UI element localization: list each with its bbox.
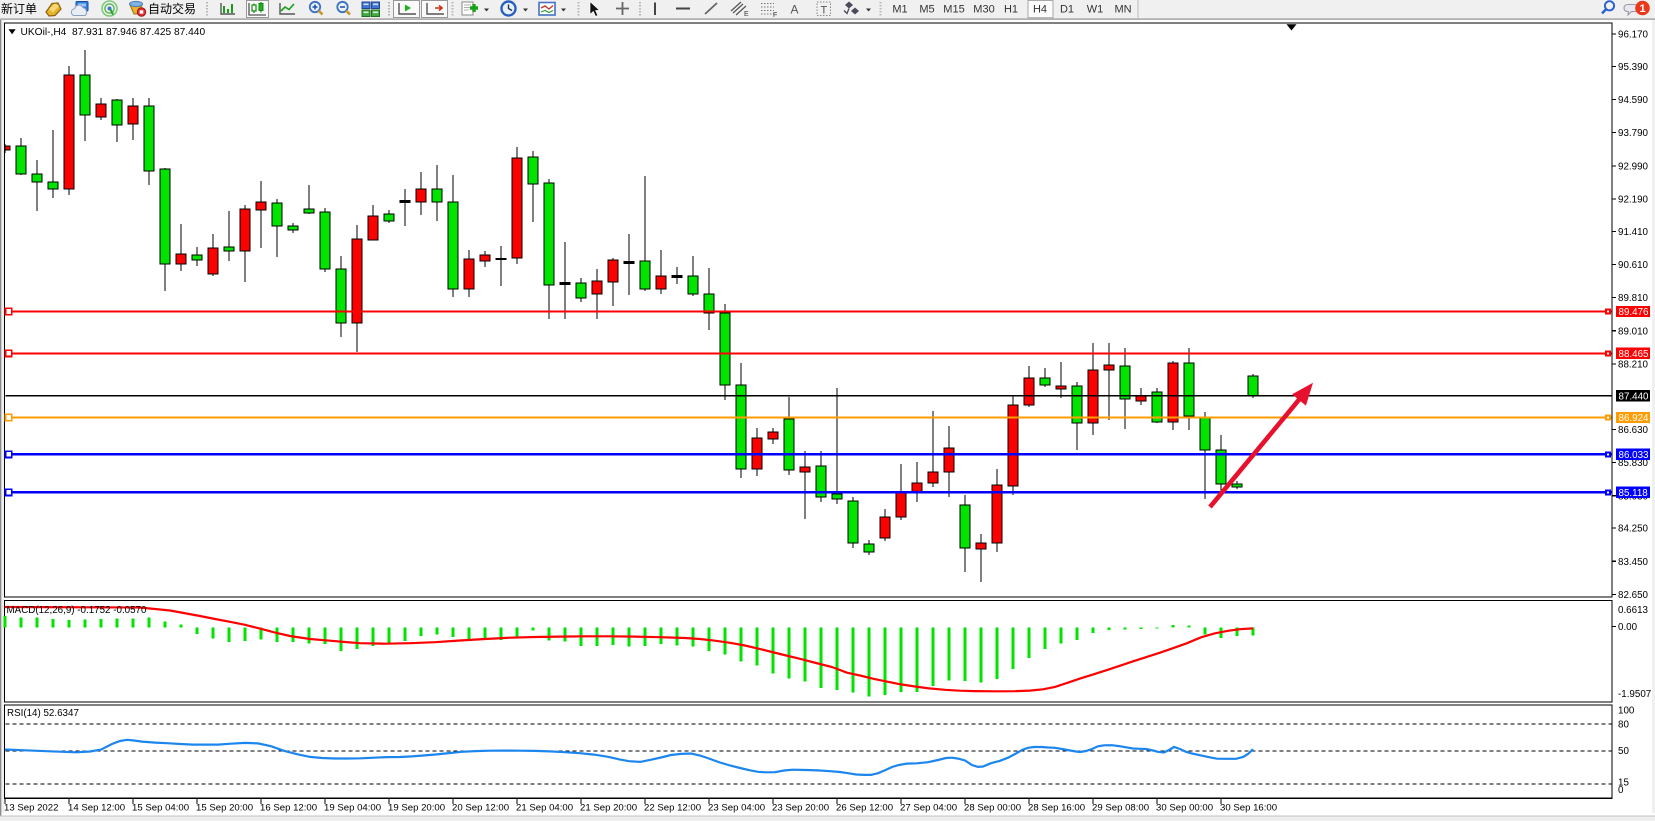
svg-text:23 Sep 04:00: 23 Sep 04:00 xyxy=(708,803,765,814)
svg-text:15 Sep 04:00: 15 Sep 04:00 xyxy=(132,803,189,814)
svg-text:自动交易: 自动交易 xyxy=(148,1,196,16)
svg-text:84.250: 84.250 xyxy=(1618,524,1649,535)
svg-text:E: E xyxy=(744,11,749,18)
svg-text:0.00: 0.00 xyxy=(1618,622,1638,633)
svg-text:100: 100 xyxy=(1618,706,1635,717)
svg-text:96.170: 96.170 xyxy=(1618,30,1649,41)
svg-text:M30: M30 xyxy=(973,4,994,16)
svg-text:85.118: 85.118 xyxy=(1619,488,1649,499)
svg-text:W1: W1 xyxy=(1087,4,1104,16)
svg-text:95.390: 95.390 xyxy=(1618,62,1649,73)
svg-text:13 Sep 2022: 13 Sep 2022 xyxy=(4,803,58,814)
svg-text:50: 50 xyxy=(1618,746,1629,757)
svg-text:28 Sep 16:00: 28 Sep 16:00 xyxy=(1028,803,1085,814)
svg-text:15: 15 xyxy=(1618,778,1629,789)
svg-text:88.210: 88.210 xyxy=(1618,360,1649,371)
svg-text:20 Sep 12:00: 20 Sep 12:00 xyxy=(452,803,509,814)
svg-text:21 Sep 20:00: 21 Sep 20:00 xyxy=(580,803,637,814)
svg-text:MACD(12,26,9) -0.1752 -0.0570: MACD(12,26,9) -0.1752 -0.0570 xyxy=(7,605,148,616)
svg-text:30 Sep 16:00: 30 Sep 16:00 xyxy=(1220,803,1277,814)
svg-text:19 Sep 04:00: 19 Sep 04:00 xyxy=(324,803,381,814)
svg-text:RSI(14) 52.6347: RSI(14) 52.6347 xyxy=(7,708,79,719)
svg-text:80: 80 xyxy=(1618,720,1629,731)
svg-text:87.440: 87.440 xyxy=(1619,392,1650,403)
svg-text:92.190: 92.190 xyxy=(1618,195,1649,206)
svg-text:M5: M5 xyxy=(919,4,934,16)
svg-text:90.610: 90.610 xyxy=(1618,260,1649,271)
svg-text:14 Sep 12:00: 14 Sep 12:00 xyxy=(68,803,125,814)
svg-text:新订单: 新订单 xyxy=(1,1,37,16)
svg-text:1: 1 xyxy=(1639,3,1645,15)
svg-text:22 Sep 12:00: 22 Sep 12:00 xyxy=(644,803,701,814)
svg-text:-1.9507: -1.9507 xyxy=(1618,689,1651,700)
svg-text:M15: M15 xyxy=(943,4,964,16)
svg-text:M1: M1 xyxy=(892,4,907,16)
svg-text:21 Sep 04:00: 21 Sep 04:00 xyxy=(516,803,573,814)
svg-text:A: A xyxy=(791,3,799,17)
svg-text:19 Sep 20:00: 19 Sep 20:00 xyxy=(388,803,445,814)
svg-text:85.830: 85.830 xyxy=(1618,458,1649,469)
svg-text:93.790: 93.790 xyxy=(1618,128,1649,139)
svg-text:T: T xyxy=(821,5,828,17)
svg-text:91.410: 91.410 xyxy=(1618,227,1649,238)
svg-text:86.630: 86.630 xyxy=(1618,425,1649,436)
svg-text:F: F xyxy=(773,12,777,19)
svg-text:89.810: 89.810 xyxy=(1618,293,1649,304)
svg-text:82.650: 82.650 xyxy=(1618,590,1649,601)
svg-text:0.6613: 0.6613 xyxy=(1618,605,1649,616)
svg-text:D1: D1 xyxy=(1060,4,1074,16)
svg-text:23 Sep 20:00: 23 Sep 20:00 xyxy=(772,803,829,814)
svg-text:UKOil-,H4 87.931 87.946 87.42: UKOil-,H4 87.931 87.946 87.425 87.440 xyxy=(21,27,206,38)
svg-text:30 Sep 00:00: 30 Sep 00:00 xyxy=(1156,803,1213,814)
svg-text:89.476: 89.476 xyxy=(1619,307,1650,318)
svg-text:88.465: 88.465 xyxy=(1619,349,1650,360)
svg-text:92.990: 92.990 xyxy=(1618,161,1649,172)
svg-text:86.924: 86.924 xyxy=(1619,413,1650,424)
svg-text:89.010: 89.010 xyxy=(1618,326,1649,337)
svg-text:H1: H1 xyxy=(1004,4,1018,16)
svg-text:0: 0 xyxy=(1618,785,1624,796)
svg-text:15 Sep 20:00: 15 Sep 20:00 xyxy=(196,803,253,814)
svg-text:H4: H4 xyxy=(1033,4,1047,16)
svg-text:94.590: 94.590 xyxy=(1618,95,1649,106)
svg-text:16 Sep 12:00: 16 Sep 12:00 xyxy=(260,803,317,814)
svg-text:29 Sep 08:00: 29 Sep 08:00 xyxy=(1092,803,1149,814)
svg-text:26 Sep 12:00: 26 Sep 12:00 xyxy=(836,803,893,814)
svg-text:86.033: 86.033 xyxy=(1619,450,1650,461)
svg-text:83.450: 83.450 xyxy=(1618,557,1649,568)
svg-text:28 Sep 00:00: 28 Sep 00:00 xyxy=(964,803,1021,814)
svg-text:27 Sep 04:00: 27 Sep 04:00 xyxy=(900,803,957,814)
svg-text:MN: MN xyxy=(1114,4,1131,16)
